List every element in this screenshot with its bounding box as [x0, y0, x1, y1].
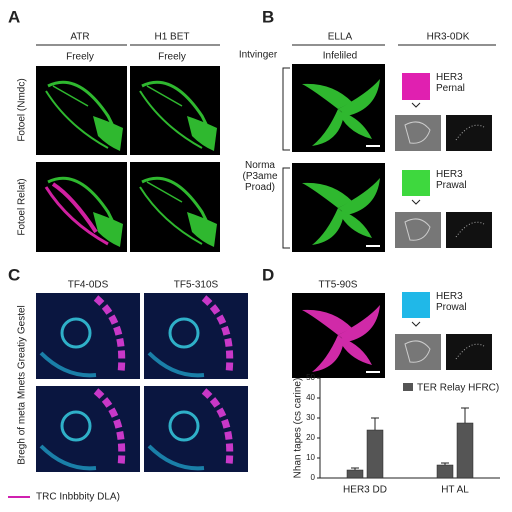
bar: [436, 464, 454, 479]
error-bar: [461, 407, 469, 423]
micrograph: [36, 162, 127, 252]
thumbnail: [394, 114, 442, 152]
bracket: [282, 67, 290, 151]
bar: [346, 469, 364, 479]
thumbnail: [445, 114, 493, 152]
row-label: Intvinger: [239, 50, 278, 61]
row-label: Norma (P3ame Proad): [242, 160, 278, 193]
chevron: [411, 199, 421, 205]
column-header: ELLA: [328, 32, 353, 43]
panel-letter: A: [8, 7, 20, 26]
error-bar: [371, 417, 379, 430]
subheader: Freely: [66, 52, 94, 63]
panel-letter: D: [262, 265, 274, 284]
y-tick-label: 30: [306, 413, 315, 422]
micrograph: [292, 293, 385, 378]
y-tick-label: 40: [306, 393, 315, 402]
legend-text: HER3 Prawal: [436, 169, 467, 191]
column-header: HR3-0DK: [427, 32, 470, 43]
micrograph: [130, 162, 220, 252]
row-label: Fotoel Relat): [17, 178, 28, 235]
subheader: Freely: [158, 52, 186, 63]
micrograph: [36, 386, 140, 472]
row-label: Fotoel (Nmdc): [17, 78, 28, 141]
bar: [456, 422, 474, 479]
column-header: TF5-310S: [174, 280, 219, 291]
micrograph: [292, 163, 385, 252]
legend-swatch: [402, 73, 430, 100]
y-tick-label: 10: [306, 453, 315, 462]
column-header: H1 BET: [154, 32, 189, 43]
micrograph: [130, 66, 220, 155]
bar: [366, 429, 384, 479]
legend-swatch: [402, 292, 430, 318]
micrograph: [144, 386, 248, 472]
thumbnail: [445, 333, 493, 371]
error-bar: [441, 462, 449, 465]
y-tick-label: 20: [306, 433, 315, 442]
micrograph: [292, 64, 385, 152]
panel-letter: B: [262, 7, 274, 26]
legend-swatch: [403, 383, 413, 391]
row-label-box: Norma (P3ame Proad): [242, 160, 278, 193]
y-axis-label: Nhan tapes (cs carine): [293, 378, 304, 479]
thumbnail: [394, 333, 442, 371]
micrograph: [36, 293, 140, 379]
thumbnail: [394, 211, 442, 249]
legend-box: HER3 Prawal: [436, 169, 467, 191]
thumbnail: [445, 211, 493, 249]
legend-box: HER3 Prowal: [436, 291, 467, 313]
legend-box: HER3 Pernal: [436, 72, 465, 94]
legend-label: TER Relay HFRC): [417, 383, 499, 394]
error-bar: [351, 467, 359, 470]
chevron: [411, 102, 421, 108]
y-tick-label: 50: [306, 373, 315, 382]
chevron: [411, 321, 421, 327]
bracket: [282, 167, 290, 249]
micrograph: [36, 66, 127, 155]
legend-swatch: [402, 170, 430, 196]
column-header: TT5-90S: [319, 280, 358, 291]
column-header: TF4-0DS: [68, 280, 109, 291]
legend-text: HER3 Prowal: [436, 291, 467, 313]
panel-letter: C: [8, 265, 20, 284]
subheader: Infeliled: [323, 51, 357, 62]
y-tick-label: 0: [311, 473, 316, 482]
x-tick-label: HER3 DD: [343, 485, 387, 496]
micrograph: [144, 293, 248, 379]
legend-text: HER3 Pernal: [436, 72, 465, 94]
legend-text: TRC Inbbbity DLA): [36, 492, 120, 503]
side-label: Bregh of meta Mnets Greatiy Gestel: [17, 305, 28, 465]
x-tick-label: HT AL: [441, 485, 469, 496]
column-header: ATR: [70, 32, 89, 43]
